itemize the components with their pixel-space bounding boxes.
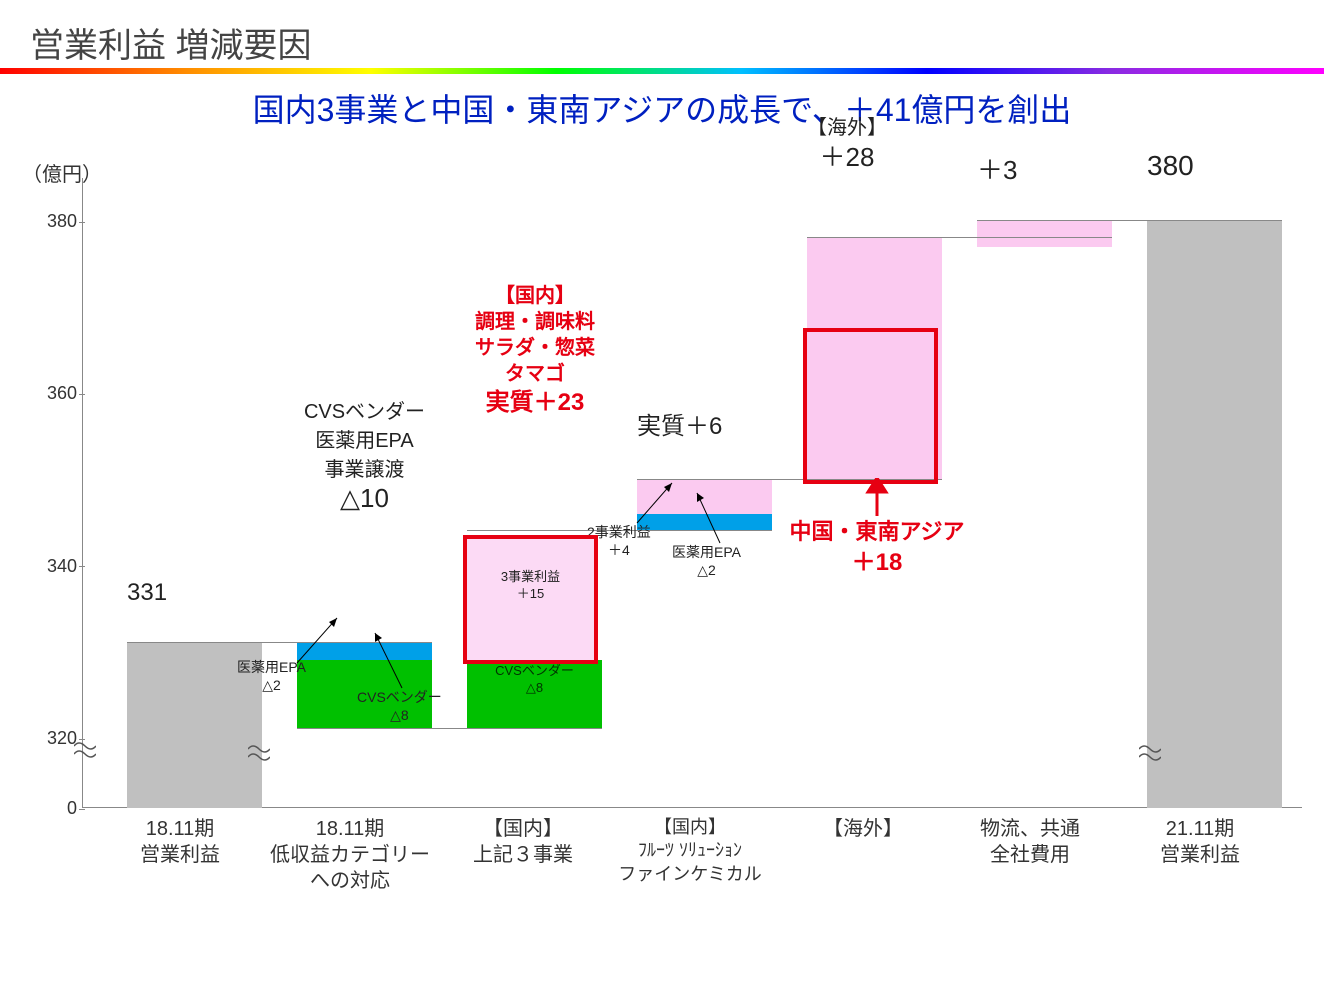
- xlabel-1: 18.11期低収益カテゴリーへの対応: [255, 816, 445, 894]
- x-axis: [82, 807, 1302, 808]
- bar-3biz-label: 3事業利益＋15: [467, 569, 594, 603]
- callout-epa2: 医薬用EPA△2: [672, 543, 741, 579]
- arrow-epa2-icon: [692, 488, 737, 546]
- red-dom-5: 実質＋23: [486, 389, 585, 416]
- bar1-break-icon: [248, 741, 270, 765]
- waterfall-chart: 0 320 340 360 380 331 CVSベンダー医薬用EPA事業譲渡 …: [82, 178, 1302, 808]
- ytick-340: 340: [32, 556, 77, 577]
- xlabel-2: 【国内】上記３事業: [438, 816, 608, 868]
- ytick-380: 380: [32, 211, 77, 232]
- red-dom-4: タマゴ: [505, 363, 565, 385]
- page-title: 営業利益 増減要因: [30, 18, 311, 67]
- label-lowprofit: CVSベンダー医薬用EPA事業譲渡 △10: [287, 397, 442, 515]
- top-text-2-1: CVSベンダー医薬用EPA事業譲渡: [304, 401, 425, 481]
- xlabel-6: 21.11期営業利益: [1115, 816, 1285, 868]
- xlabel-3: 【国内】ﾌﾙｰﾂ ｿﾘｭｰｼｮﾝファインケミカル: [600, 816, 780, 886]
- top-text-2-2: △10: [340, 483, 389, 513]
- bar7-break-icon: [1139, 741, 1161, 765]
- red-dom-2: 調理・調味料: [475, 311, 595, 333]
- bar-common: [977, 221, 1112, 247]
- xlabel-4: 【海外】: [778, 816, 948, 842]
- bar-cvs-label: CVSベンダー△8: [467, 663, 602, 697]
- red-dom-1: 【国内】: [495, 285, 575, 307]
- red-dom-3: サラダ・惣菜: [475, 337, 595, 359]
- ytick-360: 360: [32, 383, 77, 404]
- arrow-up-icon: [862, 478, 892, 518]
- subtitle: 国内3事業と中国・東南アジアの成長で、＋41億円を創出: [0, 85, 1324, 131]
- slide: 営業利益 増減要因 国内3事業と中国・東南アジアの成長で、＋41億円を創出 （億…: [0, 0, 1324, 994]
- bar-overseas-highlight: [803, 328, 938, 483]
- label-end: 380: [1147, 149, 1194, 183]
- red-ov-1: 中国・東南アジア: [789, 519, 964, 544]
- conn-2: [297, 728, 602, 729]
- top-text-5-1: 【海外】: [807, 117, 887, 139]
- y-axis: [82, 178, 83, 808]
- arrow-epa-icon: [292, 613, 352, 668]
- callout-cvs: CVSベンダー△8: [357, 688, 442, 724]
- conn-6: [977, 220, 1282, 221]
- red-domestic: 【国内】 調理・調味料 サラダ・惣菜 タマゴ 実質＋23: [445, 283, 625, 418]
- divider-rainbow: [0, 68, 1324, 74]
- axis-break-icon: [74, 738, 96, 762]
- conn-5: [807, 237, 1112, 238]
- bar-3biz: 3事業利益＋15: [463, 535, 598, 664]
- label-domestic-other: 実質＋6: [637, 413, 722, 442]
- xlabel-0: 18.11期営業利益: [95, 816, 265, 868]
- arrow-cvs-icon: [367, 628, 417, 693]
- label-common: ＋3: [977, 155, 1017, 186]
- ytick-0: 0: [32, 798, 77, 819]
- red-ov-2: ＋18: [852, 549, 903, 576]
- label-overseas: 【海外】 ＋28: [807, 113, 887, 174]
- red-overseas: 中国・東南アジア ＋18: [762, 478, 992, 578]
- bar-end: [1147, 221, 1282, 808]
- arrow-2biz-icon: [632, 478, 682, 528]
- top-text-5-2: ＋28: [820, 142, 875, 172]
- ytick-320: 320: [32, 728, 77, 749]
- label-start: 331: [127, 579, 167, 608]
- bar-cvs-neg2: CVSベンダー△8: [467, 660, 602, 729]
- xlabel-5: 物流、共通全社費用: [945, 816, 1115, 868]
